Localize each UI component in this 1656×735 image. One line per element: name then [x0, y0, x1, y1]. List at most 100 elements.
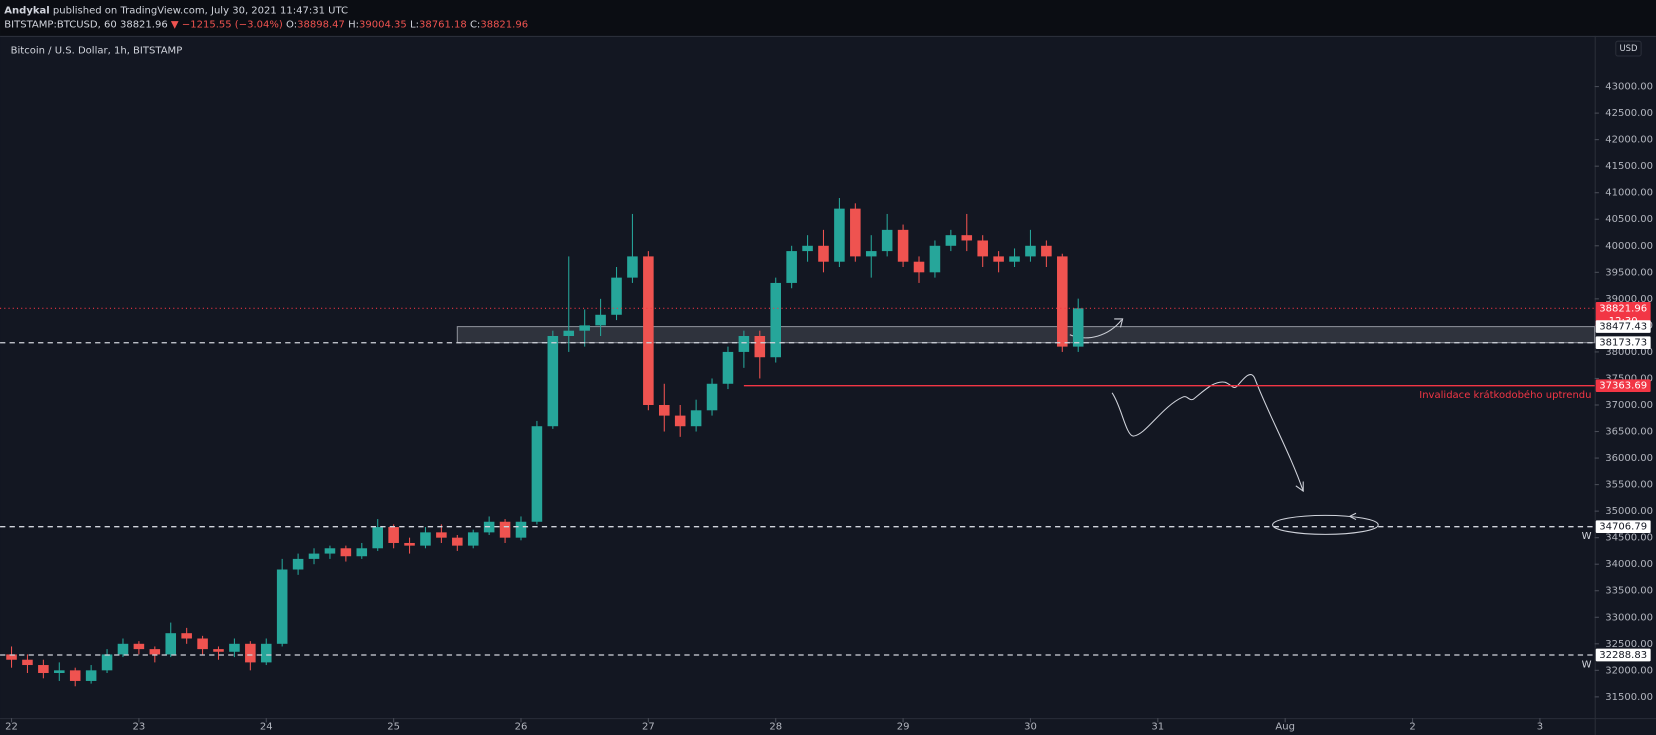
- x-tick-label: 27: [642, 722, 655, 733]
- drawing-path: [1111, 374, 1304, 492]
- candle-body: [961, 235, 973, 241]
- y-tick-label: 40000.00: [1605, 241, 1653, 252]
- candle-body: [754, 336, 766, 358]
- candle-body: [945, 235, 957, 246]
- candle-body: [22, 659, 33, 666]
- candle-body: [674, 415, 686, 427]
- level-note: W: [1582, 531, 1592, 542]
- candle-body: [643, 256, 654, 405]
- price-label: 37363.69: [1599, 381, 1647, 392]
- y-tick-label: 41000.00: [1605, 188, 1653, 199]
- candle-body: [690, 410, 702, 427]
- x-tick-label: 24: [260, 722, 273, 733]
- candle-body: [54, 670, 65, 673]
- candle-body: [229, 643, 240, 652]
- ohlc-o: 38898.47: [297, 19, 345, 30]
- candle-body: [101, 654, 113, 671]
- arrow-head: [1348, 512, 1357, 521]
- candle-body: [993, 256, 1004, 262]
- candle-body: [850, 208, 861, 257]
- candle-body: [197, 638, 208, 650]
- x-tick-label: 30: [1024, 722, 1037, 733]
- y-tick-label: 41500.00: [1605, 161, 1653, 172]
- x-tick-label: 25: [387, 722, 400, 733]
- candle-body: [85, 670, 97, 681]
- candle-body: [897, 229, 909, 262]
- candle-body: [865, 251, 877, 257]
- price-label: 32288.83: [1599, 650, 1647, 661]
- price: 38821.96: [120, 19, 168, 30]
- price-label: 34706.79: [1599, 522, 1647, 533]
- candle-body: [452, 537, 463, 546]
- candle-body: [467, 532, 479, 546]
- x-tick-label: 26: [515, 722, 528, 733]
- candle-body: [372, 527, 383, 549]
- candle-body: [595, 314, 606, 326]
- y-tick-label: 36500.00: [1605, 427, 1653, 438]
- candle-body: [1025, 245, 1036, 257]
- symbol-line: BITSTAMP:BTCUSD, 60 38821.96 ▼ −1215.55 …: [4, 19, 528, 30]
- ohlc-c-label: C:: [470, 19, 480, 30]
- currency: USD: [1619, 43, 1637, 53]
- candle-body: [929, 245, 941, 273]
- x-tick-label: 29: [897, 722, 910, 733]
- ohlc-h-label: H:: [348, 19, 359, 30]
- candle-body: [340, 548, 352, 557]
- x-tick-label: 31: [1151, 722, 1164, 733]
- candle-body: [69, 670, 81, 681]
- price-label-box: [1595, 379, 1651, 393]
- level-note: Invalidace krátkodobého uptrendu: [1419, 389, 1591, 401]
- candle-body: [977, 240, 988, 257]
- level-note: W: [1582, 660, 1592, 671]
- candle-body: [515, 521, 527, 538]
- candle-body: [388, 527, 399, 543]
- candle-body: [260, 643, 272, 663]
- candle-body: [38, 665, 49, 673]
- y-tick-label: 31500.00: [1605, 692, 1653, 703]
- zone: [456, 326, 1596, 344]
- candle-body: [1072, 308, 1084, 347]
- x-tick-label: 28: [769, 722, 782, 733]
- candle-body: [245, 643, 256, 663]
- price-label-box: [1595, 320, 1651, 333]
- ohlc-l: 38761.18: [419, 19, 467, 30]
- candle-body: [213, 649, 224, 652]
- candle-body: [308, 553, 320, 559]
- y-tick-label: 39500.00: [1605, 267, 1653, 278]
- price-label-box: [1595, 336, 1651, 350]
- candle-body: [420, 532, 431, 546]
- candle-body: [133, 643, 145, 650]
- candle-body: [706, 383, 718, 411]
- candle-body: [404, 542, 415, 546]
- price-label: 38821.96: [1599, 303, 1647, 314]
- ohlc-l-label: L:: [410, 19, 419, 30]
- ohlc-h: 39004.35: [359, 19, 407, 30]
- y-tick-label: 42000.00: [1605, 135, 1653, 146]
- candle-body: [802, 245, 813, 252]
- candle-body: [627, 256, 638, 278]
- y-tick-label: 37500.00: [1605, 373, 1653, 384]
- candle-body: [181, 633, 192, 639]
- candle-body: [770, 282, 782, 358]
- x-tick-label: Aug: [1275, 722, 1295, 733]
- candle-body: [1009, 256, 1020, 262]
- candle-body: [356, 548, 368, 557]
- ohlc-c: 38821.96: [480, 19, 528, 30]
- hand-drawings: [1069, 318, 1379, 535]
- candle-body: [913, 261, 925, 273]
- y-tick-label: 32000.00: [1605, 665, 1653, 676]
- candle-body: [1041, 245, 1052, 257]
- candle-body: [738, 336, 750, 352]
- y-tick-label: 33000.00: [1605, 612, 1653, 623]
- y-tick-label: 40500.00: [1605, 214, 1653, 225]
- x-tick-label: 2: [1409, 722, 1415, 733]
- candle-body: [6, 654, 17, 660]
- candle-body: [149, 649, 161, 655]
- candle-body: [499, 521, 511, 538]
- candle-body: [658, 404, 670, 416]
- candle-body: [881, 229, 893, 252]
- y-tick-label: 35500.00: [1605, 480, 1653, 491]
- x-tick-label: 22: [5, 722, 18, 733]
